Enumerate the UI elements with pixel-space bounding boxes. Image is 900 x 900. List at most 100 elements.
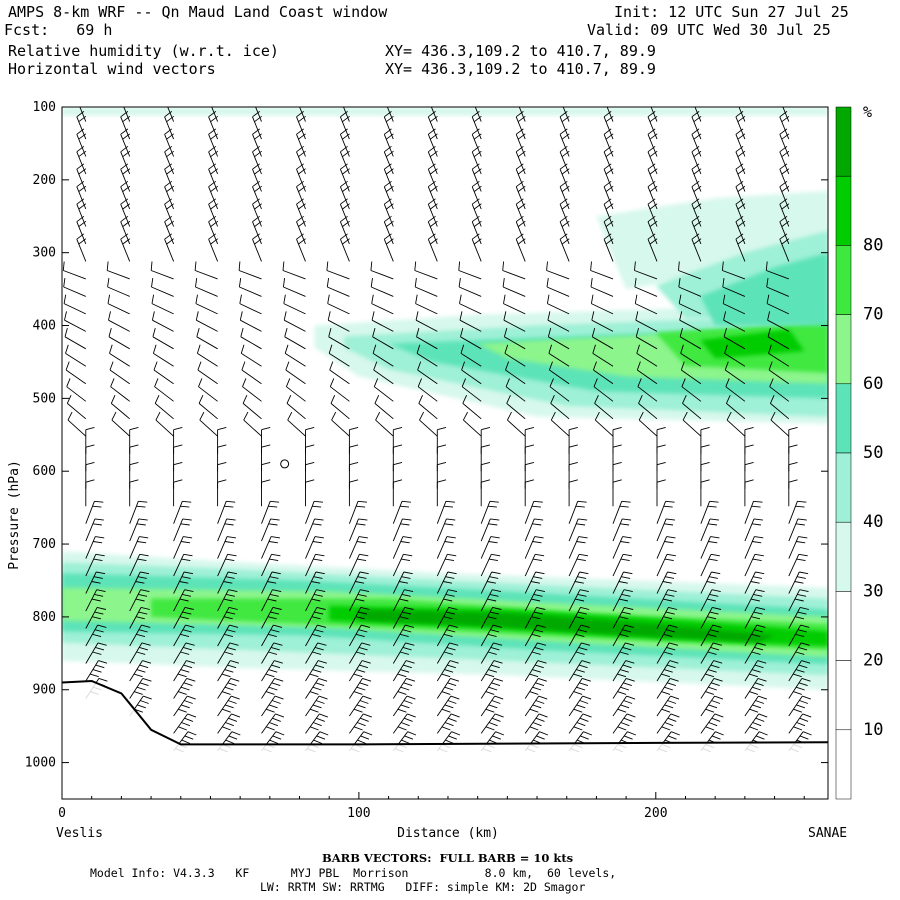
wind-barb	[242, 378, 262, 402]
wind-barb	[436, 624, 458, 647]
wind-barb	[261, 624, 283, 647]
wind-barb	[700, 479, 710, 507]
wind-barb	[634, 261, 658, 280]
wind-barb	[151, 294, 174, 315]
wind-barb	[461, 361, 482, 385]
wind-barb	[370, 261, 394, 280]
wind-barb	[436, 444, 447, 472]
wind-barb	[656, 536, 676, 559]
wind-barb	[129, 642, 151, 664]
wind-barb	[744, 444, 754, 472]
wind-barb	[436, 713, 460, 734]
wind-barb	[329, 378, 350, 402]
wind-barb	[700, 642, 722, 664]
wind-barb	[788, 677, 811, 699]
wind-barb	[788, 589, 809, 612]
wind-barb	[724, 361, 746, 385]
wind-barb	[241, 361, 262, 385]
colorbar-label: 80	[863, 235, 883, 255]
wind-barb	[656, 553, 676, 577]
rh-contour-upper-right-plume-0	[596, 190, 828, 290]
wind-barb	[480, 713, 504, 734]
wind-barb	[788, 426, 798, 454]
wind-barb	[547, 327, 570, 350]
wind-barb	[339, 233, 350, 262]
wind-barb	[524, 500, 543, 524]
wind-barb	[85, 589, 106, 612]
wind-barb	[173, 536, 193, 559]
wind-barb	[612, 731, 636, 753]
wind-barb	[129, 426, 139, 454]
wind-barb	[261, 589, 282, 612]
wind-barb	[282, 261, 306, 280]
wind-barb	[110, 378, 130, 402]
wind-barb	[261, 571, 281, 594]
wind-barb	[480, 536, 500, 559]
wind-barb	[612, 461, 622, 489]
wind-barb	[503, 327, 526, 350]
wind-barb	[173, 731, 197, 753]
wind-barb	[436, 677, 460, 699]
wind-barb	[568, 677, 591, 699]
wind-barb	[765, 261, 789, 280]
wind-barb	[726, 411, 746, 437]
wind-barb	[195, 278, 218, 297]
wind-barb	[678, 278, 702, 297]
wind-barb	[173, 660, 196, 682]
wind-barb	[550, 411, 570, 437]
x-tick-label: 100	[347, 806, 370, 821]
wind-barb	[129, 518, 148, 542]
wind-barb	[568, 589, 589, 612]
wind-barb	[700, 518, 720, 542]
wind-barb	[173, 642, 195, 664]
wind-barb	[436, 606, 458, 629]
wind-barb	[656, 426, 666, 454]
wind-barb	[656, 677, 679, 699]
wind-barb	[64, 327, 87, 350]
wind-barb	[524, 553, 545, 577]
wind-barb	[612, 479, 622, 507]
wind-barb	[173, 606, 194, 629]
wind-barb	[282, 278, 306, 297]
barb-note: BARB VECTORS: FULL BARB = 10 kts	[322, 851, 574, 865]
wind-barb	[327, 294, 350, 315]
wind-barb	[678, 294, 702, 315]
wind-barb	[612, 426, 622, 454]
wind-barb	[744, 518, 763, 542]
wind-barb	[568, 606, 590, 629]
y-axis-label: Pressure (hPa)	[7, 460, 22, 570]
y-tick-label: 700	[33, 537, 56, 552]
wind-barb	[681, 378, 702, 402]
wind-barb	[217, 479, 227, 507]
wind-barb	[348, 553, 369, 577]
wind-barb	[217, 677, 240, 699]
wind-barb	[591, 327, 614, 350]
wind-barb	[349, 642, 371, 664]
wind-barb	[65, 361, 87, 385]
wind-barb	[76, 233, 87, 262]
wind-barb	[691, 233, 702, 262]
wind-barb	[568, 553, 589, 577]
wind-barb	[436, 660, 459, 682]
wind-barb	[392, 479, 403, 507]
wind-barb	[635, 327, 658, 350]
wind-barb	[261, 731, 285, 753]
wind-barb	[217, 461, 227, 489]
wind-barb	[305, 479, 315, 507]
wind-barb	[372, 344, 394, 367]
wind-barb	[373, 378, 394, 402]
wind-barb	[603, 233, 614, 262]
wind-barb	[416, 344, 438, 367]
wind-barb	[63, 294, 86, 315]
wind-barb	[305, 731, 329, 753]
wind-barb	[436, 571, 457, 594]
wind-barb	[217, 731, 241, 753]
wind-barb	[151, 278, 174, 297]
wind-barb	[788, 571, 809, 594]
wind-barb	[700, 536, 720, 559]
wind-barb	[296, 233, 306, 262]
wind-barb	[66, 395, 87, 420]
wind-barb	[638, 395, 658, 420]
rh-contour-upper-right-plume-2	[700, 252, 828, 326]
wind-barb	[415, 294, 438, 315]
